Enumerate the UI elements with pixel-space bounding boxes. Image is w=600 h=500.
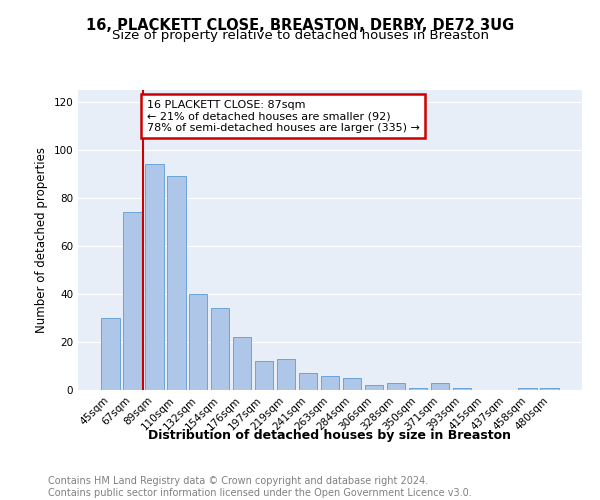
- Bar: [518, 388, 537, 390]
- Bar: [343, 378, 361, 390]
- Text: Size of property relative to detached houses in Breaston: Size of property relative to detached ho…: [112, 29, 488, 42]
- Bar: [541, 388, 559, 390]
- Bar: [233, 337, 251, 390]
- Bar: [386, 383, 405, 390]
- Text: 16, PLACKETT CLOSE, BREASTON, DERBY, DE72 3UG: 16, PLACKETT CLOSE, BREASTON, DERBY, DE7…: [86, 18, 514, 32]
- Bar: [320, 376, 340, 390]
- Bar: [101, 318, 119, 390]
- Bar: [189, 294, 208, 390]
- Bar: [145, 164, 164, 390]
- Bar: [123, 212, 142, 390]
- Y-axis label: Number of detached properties: Number of detached properties: [35, 147, 48, 333]
- Bar: [211, 308, 229, 390]
- Text: 16 PLACKETT CLOSE: 87sqm
← 21% of detached houses are smaller (92)
78% of semi-d: 16 PLACKETT CLOSE: 87sqm ← 21% of detach…: [146, 100, 419, 133]
- Bar: [277, 359, 295, 390]
- Text: Distribution of detached houses by size in Breaston: Distribution of detached houses by size …: [149, 428, 511, 442]
- Text: Contains HM Land Registry data © Crown copyright and database right 2024.
Contai: Contains HM Land Registry data © Crown c…: [48, 476, 472, 498]
- Bar: [299, 373, 317, 390]
- Bar: [255, 361, 274, 390]
- Bar: [452, 388, 471, 390]
- Bar: [431, 383, 449, 390]
- Bar: [167, 176, 185, 390]
- Bar: [409, 388, 427, 390]
- Bar: [365, 385, 383, 390]
